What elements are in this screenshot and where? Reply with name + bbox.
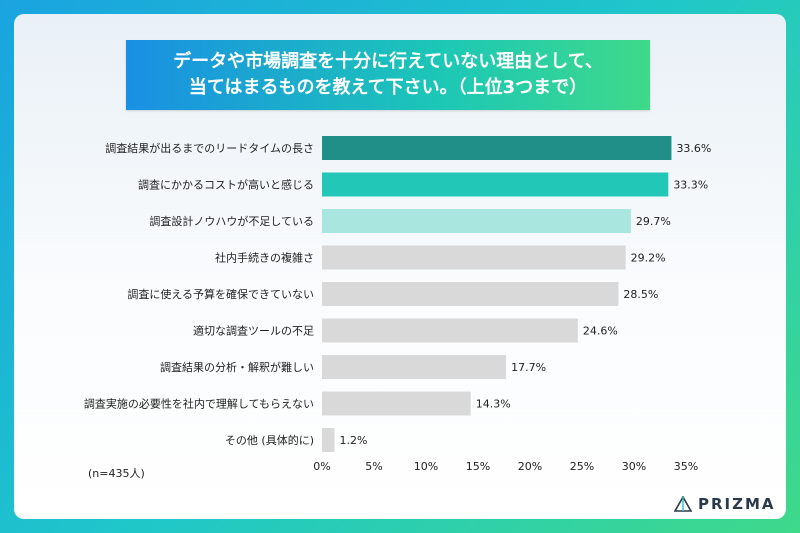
value-label: 29.2% bbox=[631, 252, 666, 265]
x-tick-label: 30% bbox=[622, 460, 646, 473]
category-label: 調査結果が出るまでのリードタイムの長さ bbox=[105, 141, 314, 155]
bar bbox=[322, 428, 335, 452]
bar bbox=[322, 282, 619, 306]
chart-title-line-1: データや市場調査を十分に行えていない理由として、 bbox=[173, 51, 603, 72]
bar bbox=[322, 209, 631, 233]
x-tick-label: 5% bbox=[365, 460, 382, 473]
value-label: 33.3% bbox=[673, 179, 708, 192]
category-label: 調査結果の分析・解釈が難しい bbox=[160, 360, 314, 374]
sample-size-note: (n=435人) bbox=[88, 467, 145, 480]
bar bbox=[322, 172, 669, 197]
value-label: 14.3% bbox=[476, 398, 511, 411]
value-label: 1.2% bbox=[339, 434, 367, 447]
value-label: 24.6% bbox=[583, 325, 618, 338]
bar bbox=[322, 318, 578, 343]
category-label: その他 (具体的に) bbox=[225, 433, 314, 447]
bar bbox=[322, 245, 626, 270]
chart-title: データや市場調査を十分に行えていない理由として、 当てはまるものを教えて下さい。… bbox=[126, 40, 650, 110]
x-tick-label: 10% bbox=[414, 460, 438, 473]
bar bbox=[322, 391, 471, 416]
prizma-logo: PRIZMA bbox=[674, 495, 776, 513]
x-tick-label: 25% bbox=[570, 460, 594, 473]
x-tick-label: 0% bbox=[313, 460, 330, 473]
category-label: 調査設計ノウハウが不足している bbox=[149, 214, 314, 228]
category-label: 適切な調査ツールの不足 bbox=[193, 324, 314, 338]
value-label: 33.6% bbox=[676, 142, 711, 155]
bar bbox=[322, 355, 507, 379]
bar bbox=[322, 136, 672, 160]
prizma-logo-text: PRIZMA bbox=[698, 495, 776, 513]
value-label: 17.7% bbox=[511, 361, 546, 374]
value-label: 29.7% bbox=[636, 215, 671, 228]
x-tick-label: 15% bbox=[466, 460, 490, 473]
category-label: 調査に使える予算を確保できていない bbox=[127, 287, 314, 301]
category-label: 調査にかかるコストが高いと感じる bbox=[138, 178, 314, 192]
x-tick-label: 35% bbox=[674, 460, 698, 473]
x-tick-label: 20% bbox=[518, 460, 542, 473]
chart-title-line-2: 当てはまるものを教えて下さい。（上位3つまで） bbox=[188, 77, 588, 98]
prizma-logo-icon bbox=[674, 496, 692, 512]
category-label: 社内手続きの複雑さ bbox=[215, 251, 314, 265]
value-label: 28.5% bbox=[623, 288, 658, 301]
category-label: 調査実施の必要性を社内で理解してもらえない bbox=[84, 397, 314, 411]
